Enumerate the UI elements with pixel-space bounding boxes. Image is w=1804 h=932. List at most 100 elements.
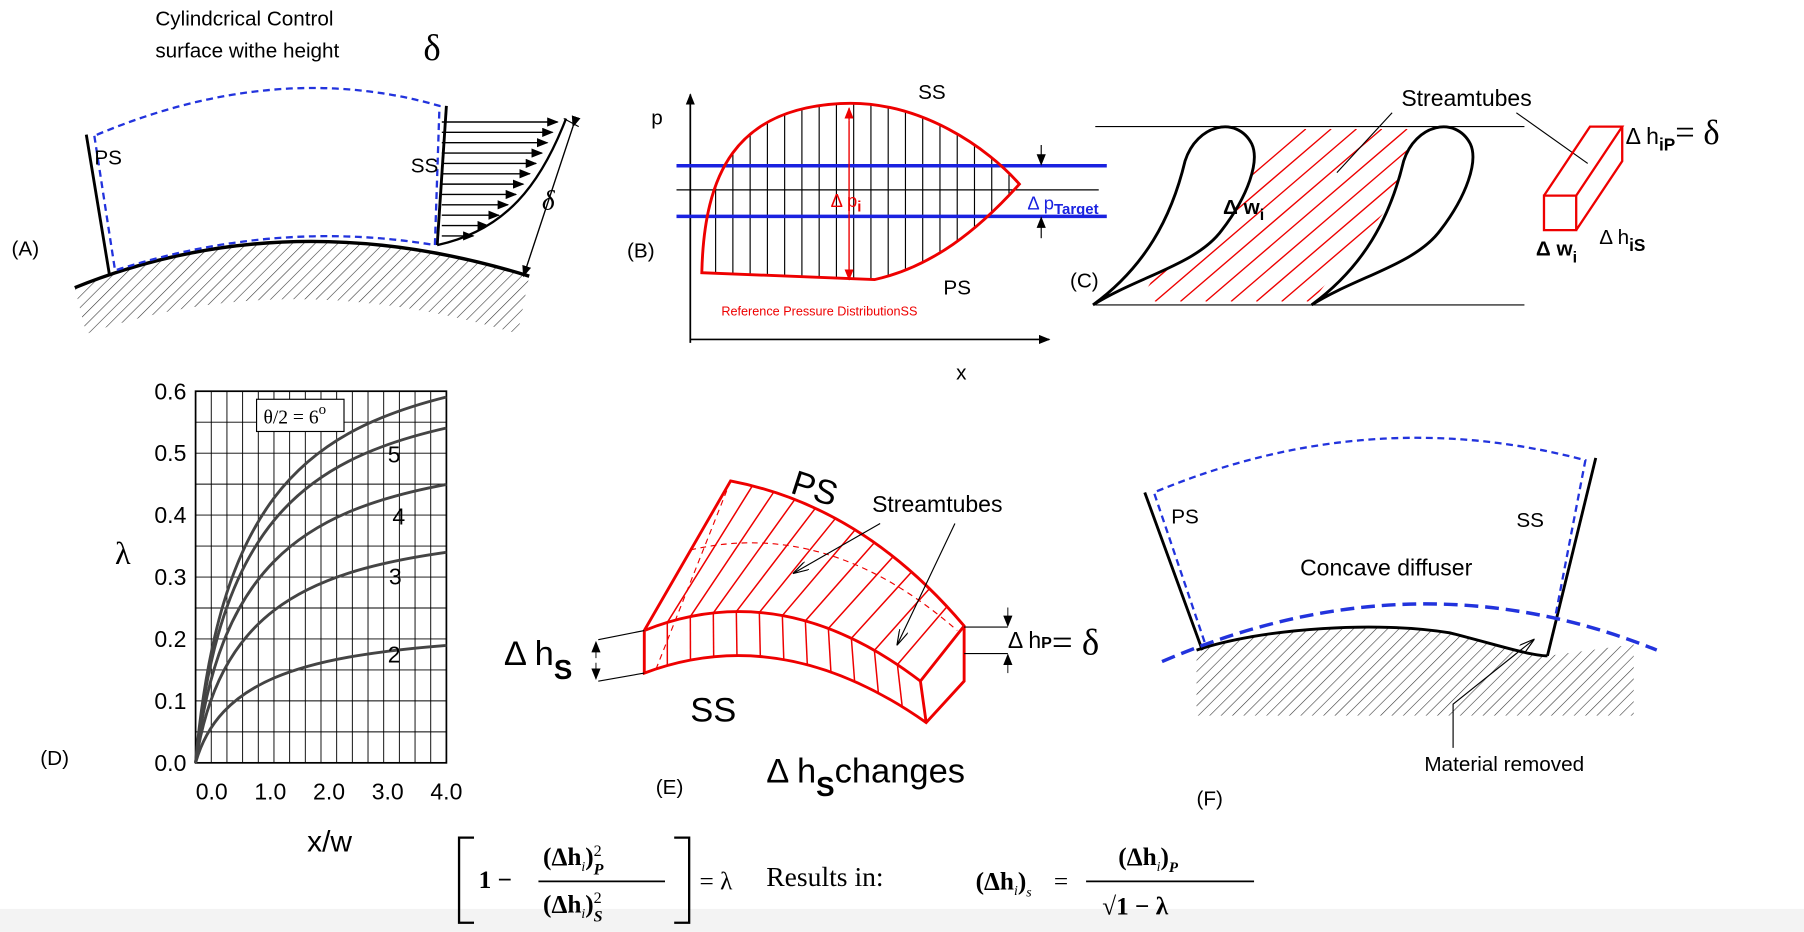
label: PS — [1171, 506, 1199, 529]
text-part: iS — [1629, 235, 1645, 255]
streamtube-line — [874, 650, 878, 693]
streamtube-line — [713, 500, 794, 613]
streamtube-line — [736, 612, 737, 656]
x-tick-label: 1.0 — [254, 779, 286, 805]
text-part: (Δh — [543, 843, 581, 871]
label: Δ wi — [1536, 237, 1577, 266]
text-part: s — [1026, 884, 1031, 899]
text-part: Δ w — [1223, 196, 1261, 219]
streamtube-block — [644, 481, 964, 723]
streamtube-line — [897, 665, 902, 707]
y-tick-label: 0.3 — [154, 564, 186, 590]
text-part: S — [816, 771, 834, 802]
text-part: ) — [1160, 843, 1168, 871]
y-tick-label: 0.1 — [154, 688, 186, 714]
y-tick-label: 0.2 — [154, 626, 186, 652]
label: Material removed — [1424, 753, 1584, 776]
text-part: P — [593, 861, 604, 878]
text-part: S — [554, 654, 572, 685]
formula-text: Results in: — [766, 861, 883, 892]
text-part: Target — [1054, 201, 1099, 218]
text-part: i — [857, 199, 861, 216]
panel-label: (C) — [1070, 270, 1099, 293]
text-part: changes — [835, 752, 965, 790]
text-part: S — [594, 909, 603, 926]
text-part: Δ h — [1599, 226, 1629, 249]
panel-label: (B) — [627, 240, 655, 263]
streamtube-line — [828, 557, 893, 629]
streamtube-line — [851, 572, 911, 638]
text-part: ) — [585, 890, 593, 918]
text-part: θ/2 = 6 — [263, 407, 318, 428]
curve-label: 5 — [388, 442, 401, 468]
text-part: Δ h — [1008, 627, 1041, 653]
panel-c: Streamtubes Δ wi Δ hiP= δ Δ wi Δ hiS (C) — [1070, 85, 1720, 305]
label: Δ hSchanges — [766, 752, 965, 802]
text-part: Δ h — [766, 752, 816, 790]
label: Streamtubes — [872, 491, 1002, 517]
panel-d: θ/2 = 6o λ x/w (D) 5 4 3 2 0.60.50.40.30… — [40, 378, 462, 858]
diagram: Cylindcrical Control surface withe heigh… — [0, 0, 1804, 932]
text-part: Δ p — [831, 190, 858, 211]
formula-text: 1 − — [479, 866, 512, 894]
streamtube-line — [874, 589, 929, 651]
velocity-arrows — [442, 122, 558, 236]
label: Δ hS — [504, 635, 572, 685]
panel-label: (E) — [656, 776, 684, 799]
panel-e: PS Streamtubes Δ hS SS Δ hP= δ Δ hSchang… — [504, 464, 1099, 802]
streamtube-line — [851, 638, 854, 681]
text-part: ) — [1018, 867, 1026, 895]
leader — [1337, 113, 1392, 173]
label: Δ hiP= δ — [1626, 114, 1720, 155]
label: Reference Pressure DistributionSS — [721, 304, 917, 318]
streamtube-line — [736, 508, 815, 611]
panel-b: p x SS PS Δ pi Δ pTarget Reference Press… — [627, 81, 1107, 385]
formula-text: (Δhi)P — [1118, 843, 1179, 876]
label: Δ pTarget — [1027, 192, 1098, 218]
panel-label: (F) — [1197, 787, 1223, 810]
x-tick-label: 4.0 — [430, 779, 462, 805]
label: Streamtubes — [1401, 85, 1531, 111]
blade — [1312, 127, 1473, 305]
text-part: Δ h — [1626, 123, 1659, 149]
text-part: (Δh — [543, 890, 581, 918]
label: PS — [787, 464, 843, 514]
curve-label: 3 — [389, 564, 402, 590]
axis-label: p — [651, 106, 663, 129]
text-part: (Δh — [1118, 843, 1156, 871]
text-part: (Δh — [976, 867, 1014, 895]
x-tick-label: 2.0 — [313, 779, 345, 805]
footer-strip — [0, 909, 1804, 932]
text-part: Δ h — [504, 635, 554, 673]
text-part: i — [1260, 206, 1264, 224]
label: SS — [918, 81, 946, 104]
curve-label: 2 — [388, 642, 401, 668]
label: SS — [411, 155, 439, 178]
axis-label: x — [956, 362, 967, 385]
text-part: Δ w — [1536, 237, 1574, 260]
formula-text: √1 − λ — [1102, 893, 1169, 921]
x-tick-label: 0.0 — [196, 779, 228, 805]
panel-a: Cylindcrical Control surface withe heigh… — [12, 7, 579, 333]
label: SS — [690, 691, 736, 729]
caption-delta: δ — [423, 27, 440, 68]
caption: Cylindcrical Control — [155, 7, 333, 30]
formula-text: (Δhi)s — [976, 867, 1032, 899]
hub-hatch — [75, 241, 529, 333]
label: Δ hP= δ — [1008, 622, 1099, 663]
text-part: = δ — [1675, 114, 1719, 152]
text-part: iP — [1659, 135, 1675, 155]
text-part: 2 — [594, 890, 602, 907]
label: SS — [1516, 509, 1544, 532]
formula-text: = λ — [700, 867, 734, 895]
label: Δ hiS — [1599, 226, 1645, 255]
label: δ — [542, 184, 556, 215]
caption: surface withe height — [155, 40, 339, 63]
x-tick-label: 3.0 — [372, 779, 404, 805]
streamtube-line — [667, 486, 752, 623]
dimension — [598, 627, 1008, 681]
streamtube-line — [782, 616, 783, 660]
dimension — [564, 119, 579, 127]
streamtube-box — [1544, 127, 1622, 231]
